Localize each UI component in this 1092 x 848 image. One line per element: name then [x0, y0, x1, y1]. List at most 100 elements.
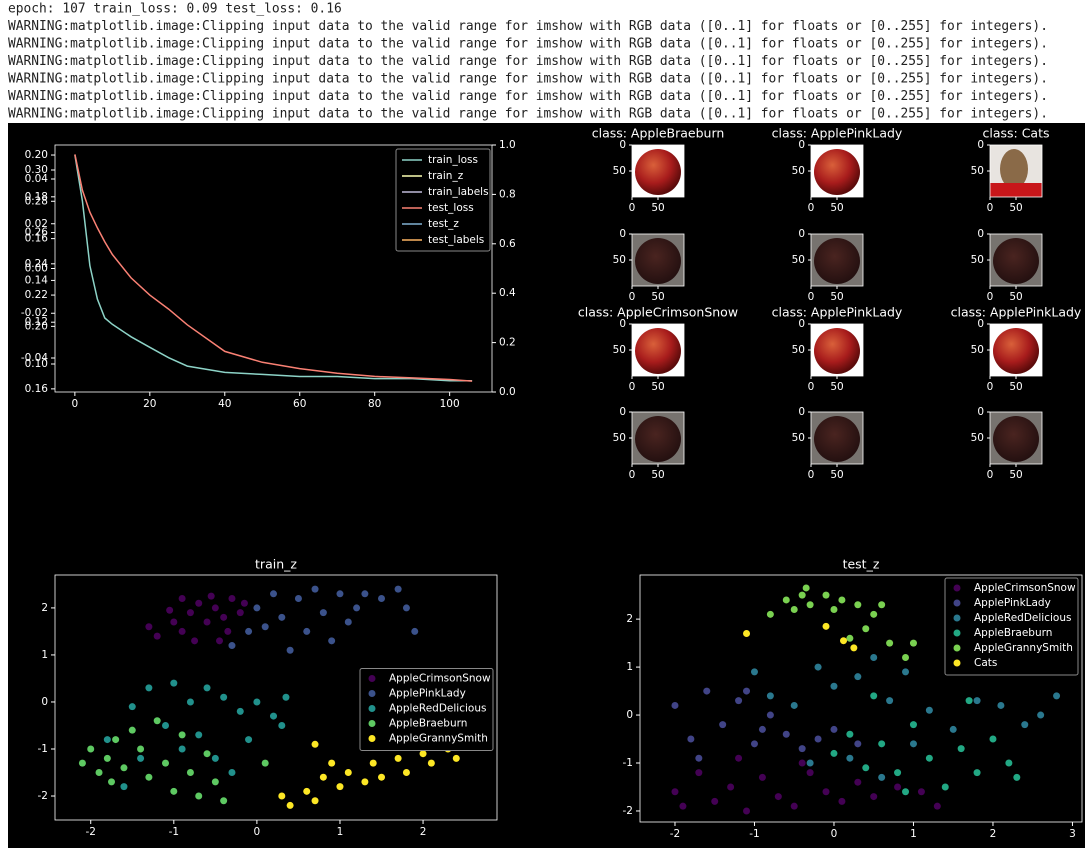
- x-tick-label: 60: [293, 398, 306, 410]
- scatter-point: [711, 797, 719, 805]
- legend-marker: [368, 690, 376, 697]
- scatter-point: [949, 725, 957, 733]
- y-tick-label: 1: [41, 649, 48, 661]
- scatter-point: [236, 707, 244, 715]
- scatter-point: [830, 749, 838, 757]
- scatter-point: [220, 693, 228, 701]
- image-y-tick-label: 50: [613, 432, 626, 444]
- image-y-tick-label: 0: [798, 406, 805, 418]
- image-x-tick-label: 50: [830, 291, 843, 303]
- image-y-tick-label: 0: [977, 139, 984, 151]
- legend-marker: [953, 659, 961, 667]
- scatter-point: [798, 759, 806, 767]
- scatter-point: [216, 637, 224, 645]
- legend-label: test_loss: [428, 202, 474, 214]
- scatter-point: [153, 632, 161, 640]
- scatter-point: [902, 668, 910, 676]
- legend-label: AppleRedDelicious: [389, 703, 486, 715]
- scatter-point: [270, 590, 278, 598]
- scatter-point: [750, 740, 758, 748]
- y-tick-label: -2: [623, 805, 633, 817]
- image-y-tick-label: 50: [613, 254, 626, 266]
- legend-label: ApplePinkLady: [389, 688, 466, 700]
- scatter-point: [774, 793, 782, 801]
- x-tick-label: 1: [337, 826, 344, 838]
- scatter-point: [806, 769, 814, 777]
- scatter-point: [997, 701, 1005, 709]
- scatter-point: [703, 687, 711, 695]
- legend-label: AppleCrimsonSnow: [389, 673, 491, 685]
- scatter-point: [319, 773, 327, 781]
- image-y-tick-label: 0: [798, 228, 805, 240]
- scatter-point: [178, 731, 186, 739]
- image-y-tick-label: 0: [798, 139, 805, 151]
- scatter-point: [894, 769, 902, 777]
- scatter-point: [671, 788, 679, 796]
- scatter-point: [378, 773, 386, 781]
- image-apple: [814, 328, 860, 374]
- scatter-point: [909, 721, 917, 729]
- scatter-point: [178, 595, 186, 603]
- scatter-point: [195, 731, 203, 739]
- scatter-point: [311, 797, 319, 805]
- image-x-tick-label: 0: [987, 291, 994, 303]
- y-tick-label: -0.02: [21, 307, 48, 319]
- x-tick-label: 20: [143, 398, 156, 410]
- y2-tick-label: 1.0: [499, 139, 516, 151]
- console-line: WARNING:matplotlib.image:Clipping input …: [8, 89, 1048, 104]
- scatter-point: [336, 590, 344, 598]
- console-line: WARNING:matplotlib.image:Clipping input …: [8, 19, 1048, 34]
- image-apple: [814, 149, 860, 195]
- image-x-tick-label: 50: [651, 469, 664, 481]
- scatter-point: [402, 769, 410, 777]
- scatter-point: [236, 609, 244, 617]
- legend-marker: [953, 599, 961, 607]
- image-apple: [635, 149, 681, 195]
- scatter-point: [886, 639, 894, 647]
- scatter-point: [886, 697, 894, 705]
- scatter-point: [178, 745, 186, 753]
- image-title: class: Cats: [982, 126, 1049, 141]
- scatter-point: [806, 601, 814, 609]
- scatter-point: [378, 595, 386, 603]
- legend-label: test_z: [428, 218, 459, 230]
- scatter-point: [224, 627, 232, 635]
- legend-label: ApplePinkLady: [974, 597, 1051, 609]
- console-line: WARNING:matplotlib.image:Clipping input …: [8, 54, 1048, 69]
- image-title: class: ApplePinkLady: [772, 126, 903, 141]
- scatter-point: [137, 754, 145, 762]
- scatter-point: [735, 697, 743, 705]
- scatter-point: [278, 721, 286, 729]
- scatter-point: [1021, 721, 1029, 729]
- scatter-point: [253, 698, 261, 706]
- x-tick-label: -1: [749, 828, 759, 840]
- scatter-point: [941, 783, 949, 791]
- image-cat: [1000, 149, 1028, 189]
- image-y-tick-label: 50: [971, 254, 984, 266]
- image-cat-blanket: [990, 183, 1042, 197]
- y-tick-label: -2: [38, 790, 48, 802]
- scatter-point: [719, 721, 727, 729]
- scatter-point: [240, 599, 248, 607]
- scatter-point: [838, 797, 846, 805]
- scatter-point: [303, 787, 311, 795]
- scatter-point: [878, 740, 886, 748]
- legend-label: train_loss: [428, 154, 478, 166]
- scatter-point: [107, 778, 115, 786]
- scatter-point: [203, 684, 211, 692]
- scatter-point: [186, 769, 194, 777]
- x-tick-label: 1: [910, 828, 917, 840]
- loss-line: [74, 154, 473, 382]
- scatter-point: [743, 807, 751, 815]
- scatter-point: [220, 797, 228, 805]
- image-y-tick-label: 50: [792, 165, 805, 177]
- image-apple: [635, 328, 681, 374]
- image-x-tick-label: 0: [808, 381, 815, 393]
- scatter-point: [743, 630, 751, 638]
- y-tick-label: 0.10: [25, 358, 48, 370]
- legend-label: AppleRedDelicious: [974, 612, 1071, 624]
- scatter-point: [270, 712, 278, 720]
- x-tick-label: 2: [990, 828, 997, 840]
